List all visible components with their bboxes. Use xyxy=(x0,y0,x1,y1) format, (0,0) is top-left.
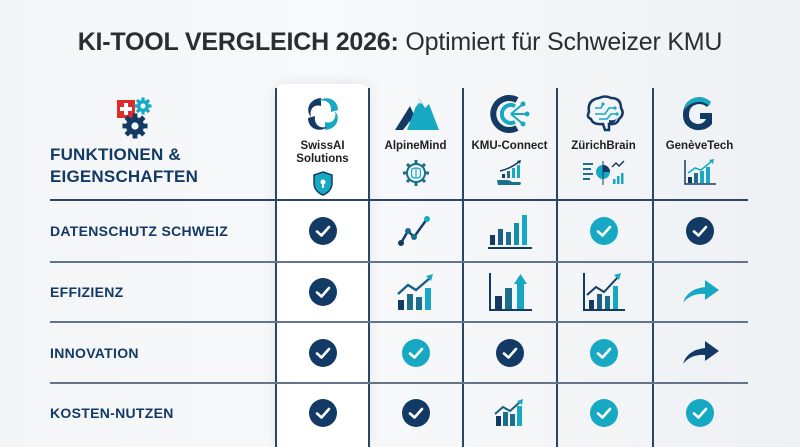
check-circle-navy-icon xyxy=(308,338,337,367)
brain-circuit-logo-icon xyxy=(586,95,624,132)
bar-chart-trend-icon xyxy=(683,159,716,185)
features-header: FUNKTIONEN & EIGENSCHAFTEN xyxy=(50,84,276,200)
cell-genevetech-effizienz xyxy=(653,263,746,321)
tool-header-alpinemind: AlpineMind xyxy=(369,84,462,200)
row-label-effizienz: EFFIZIENZ xyxy=(50,284,124,300)
row-divider xyxy=(50,382,748,384)
bar-trend-arrow-icon xyxy=(396,274,433,310)
features-label-line2: EIGENSCHAFTEN xyxy=(50,167,199,186)
check-circle-teal-icon xyxy=(589,338,618,367)
row-label-datenschutz: DATENSCHUTZ SCHWEIZ xyxy=(50,223,229,239)
check-circle-teal-icon xyxy=(401,338,430,367)
bar-up-arrow-icon xyxy=(488,273,532,311)
hand-growth-chart-icon xyxy=(496,160,521,185)
features-label-line1: FUNKTIONEN & xyxy=(50,145,181,164)
tool-name: AlpineMind xyxy=(384,140,447,152)
cell-kmuconnect-effizienz xyxy=(463,263,556,321)
bar-trend-axis-icon xyxy=(582,273,625,311)
cell-genevetech-innovation xyxy=(653,323,746,382)
analytics-dashboard-icon xyxy=(582,160,625,185)
cell-genevetech-kosten-nutzen xyxy=(653,384,746,442)
mountain-logo-icon xyxy=(394,98,439,130)
line-trend-icon xyxy=(397,216,430,246)
tool-header-genevetech: GenèveTech xyxy=(653,84,746,200)
cell-kmuconnect-innovation xyxy=(463,323,556,382)
cell-swissai-innovation xyxy=(276,323,369,382)
tool-name: KMU-Connect xyxy=(471,140,548,152)
check-circle-navy-icon xyxy=(401,399,430,427)
row-divider xyxy=(50,321,748,323)
check-circle-navy-icon xyxy=(308,278,337,306)
grid-line xyxy=(652,88,654,447)
grid-line xyxy=(462,88,464,447)
cell-zurichbrain-datenschutz xyxy=(557,201,650,261)
cell-genevetech-datenschutz xyxy=(653,201,746,261)
tool-name-line2: Solutions xyxy=(296,153,349,165)
cell-zurichbrain-effizienz xyxy=(557,263,650,321)
check-circle-navy-icon xyxy=(685,217,714,245)
row-label-innovation: INNOVATION xyxy=(50,344,139,361)
comparison-table: FUNKTIONEN & EIGENSCHAFTEN SwissAI Solut… xyxy=(50,84,748,447)
cell-zurichbrain-innovation xyxy=(557,323,650,382)
cell-zurichbrain-kosten-nutzen xyxy=(557,384,650,442)
shield-lock-icon xyxy=(312,171,333,196)
features-label: FUNKTIONEN & EIGENSCHAFTEN xyxy=(50,144,198,188)
title-bold: KI-TOOL VERGLEICH 2026: xyxy=(77,28,399,56)
check-circle-navy-icon xyxy=(495,338,524,367)
cell-swissai-effizienz xyxy=(276,263,369,321)
cell-swissai-kosten-nutzen xyxy=(276,384,369,442)
cell-alpinemind-effizienz xyxy=(369,263,462,321)
header-divider xyxy=(50,199,748,201)
cell-alpinemind-datenschutz xyxy=(369,201,462,261)
cell-kmuconnect-kosten-nutzen xyxy=(463,384,556,442)
check-circle-teal-icon xyxy=(685,399,714,427)
bar-trend-small-icon xyxy=(493,399,523,426)
tool-name: GenèveTech xyxy=(665,140,734,152)
grid-line xyxy=(275,88,277,447)
grid-line xyxy=(556,88,558,447)
curved-arrow-teal-icon xyxy=(682,280,719,303)
tool-header-zurichbrain: ZürichBrain xyxy=(557,84,650,200)
check-circle-teal-icon xyxy=(589,399,618,427)
cell-swissai-datenschutz xyxy=(276,201,369,261)
grid-line xyxy=(368,88,370,447)
highlighted-column xyxy=(276,84,369,447)
row-label-kosten-nutzen: KOSTEN-NUTZEN xyxy=(50,405,174,421)
g-swoosh-logo-icon xyxy=(682,97,712,131)
check-circle-navy-icon xyxy=(308,217,337,245)
bar-chart-icon xyxy=(487,215,532,249)
cell-kmuconnect-datenschutz xyxy=(463,201,556,261)
tool-name: ZürichBrain xyxy=(571,140,636,152)
swirl-logo-icon xyxy=(307,98,338,130)
cell-alpinemind-innovation xyxy=(369,323,462,382)
page-title: KI-TOOL VERGLEICH 2026: Optimiert für Sc… xyxy=(0,28,800,57)
tool-header-swissai: SwissAI Solutions xyxy=(276,84,369,200)
c-network-logo-icon xyxy=(489,95,529,133)
curved-arrow-navy-icon xyxy=(682,340,719,364)
swiss-flag-gears-icon xyxy=(117,97,152,139)
cell-alpinemind-kosten-nutzen xyxy=(369,384,462,442)
check-circle-teal-icon xyxy=(589,217,618,245)
tool-header-kmuconnect: KMU-Connect xyxy=(463,84,556,200)
gear-brain-icon xyxy=(402,160,429,186)
title-subtitle: Optimiert für Schweizer KMU xyxy=(398,28,723,56)
row-divider xyxy=(50,261,748,263)
tool-name: SwissAI Solutions xyxy=(296,140,348,166)
check-circle-navy-icon xyxy=(308,399,337,427)
tool-name-line1: SwissAI xyxy=(300,140,345,152)
